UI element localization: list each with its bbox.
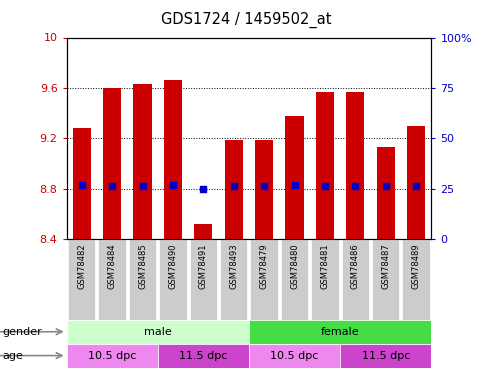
FancyBboxPatch shape	[342, 239, 369, 320]
Bar	[103, 88, 121, 239]
Text: 11.5 dpc: 11.5 dpc	[179, 351, 228, 361]
Text: GDS1724 / 1459502_at: GDS1724 / 1459502_at	[161, 12, 332, 28]
Text: GSM78482: GSM78482	[77, 243, 86, 289]
FancyBboxPatch shape	[67, 320, 249, 344]
Text: GSM78486: GSM78486	[351, 243, 360, 289]
FancyBboxPatch shape	[249, 320, 431, 344]
FancyBboxPatch shape	[190, 239, 217, 320]
Text: GSM78487: GSM78487	[381, 243, 390, 289]
FancyBboxPatch shape	[402, 239, 430, 320]
Text: GSM78480: GSM78480	[290, 243, 299, 289]
Bar	[134, 84, 152, 239]
FancyBboxPatch shape	[372, 239, 399, 320]
Point	[291, 182, 299, 188]
Text: GSM78493: GSM78493	[229, 243, 238, 289]
FancyBboxPatch shape	[220, 239, 247, 320]
Point	[352, 183, 359, 189]
Text: GSM78490: GSM78490	[169, 243, 177, 289]
FancyBboxPatch shape	[99, 239, 126, 320]
Text: 11.5 dpc: 11.5 dpc	[361, 351, 410, 361]
FancyBboxPatch shape	[159, 239, 187, 320]
Text: 10.5 dpc: 10.5 dpc	[270, 351, 319, 361]
FancyBboxPatch shape	[68, 239, 96, 320]
Text: GSM78491: GSM78491	[199, 243, 208, 289]
Bar	[194, 224, 212, 239]
FancyBboxPatch shape	[129, 239, 156, 320]
Text: GSM78479: GSM78479	[260, 243, 269, 289]
Point	[169, 182, 177, 188]
Text: gender: gender	[2, 327, 42, 337]
Point	[260, 183, 268, 189]
FancyBboxPatch shape	[311, 239, 339, 320]
Point	[139, 183, 146, 189]
Text: GSM78489: GSM78489	[412, 243, 421, 289]
Point	[321, 183, 329, 189]
Bar	[285, 116, 304, 239]
FancyBboxPatch shape	[67, 344, 158, 368]
Bar	[407, 126, 425, 239]
Bar	[377, 147, 395, 239]
FancyBboxPatch shape	[340, 344, 431, 368]
Text: 10.5 dpc: 10.5 dpc	[88, 351, 137, 361]
Bar	[316, 92, 334, 239]
FancyBboxPatch shape	[158, 344, 249, 368]
Bar	[225, 140, 243, 239]
Point	[78, 182, 86, 188]
Text: GSM78481: GSM78481	[320, 243, 329, 289]
Point	[108, 183, 116, 189]
Point	[382, 183, 389, 189]
Bar	[164, 80, 182, 239]
Text: age: age	[2, 351, 23, 361]
Text: female: female	[321, 327, 359, 337]
FancyBboxPatch shape	[249, 344, 340, 368]
Text: male: male	[144, 327, 172, 337]
Text: GSM78485: GSM78485	[138, 243, 147, 289]
Bar	[346, 92, 364, 239]
Text: GSM78484: GSM78484	[107, 243, 117, 289]
FancyBboxPatch shape	[250, 239, 278, 320]
Point	[199, 186, 208, 192]
Point	[412, 183, 420, 189]
Bar	[255, 140, 273, 239]
Point	[230, 183, 238, 189]
FancyBboxPatch shape	[281, 239, 308, 320]
Bar	[72, 128, 91, 239]
